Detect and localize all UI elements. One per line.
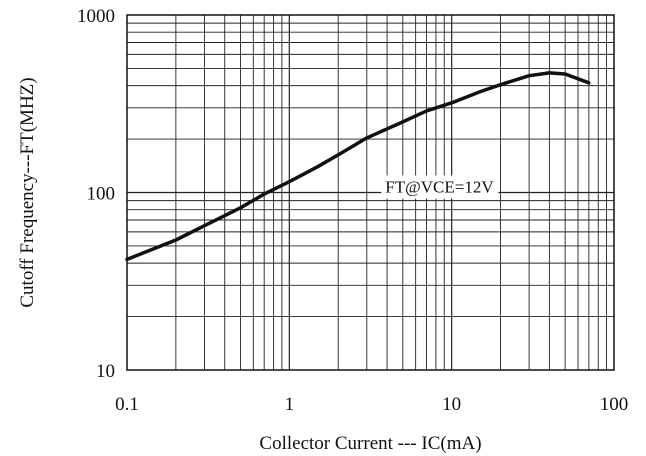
annotation-label: FT@VCE=12V [385,178,494,197]
series-line [125,71,591,262]
grid-lines [127,15,614,370]
x-tick-label: 10 [442,394,461,415]
y-axis-title: Cutoff Frequency---FT(MHZ) [17,77,38,307]
y-tick-label: 10 [96,361,115,382]
x-tick-label: 0.1 [115,394,139,415]
x-tick-label: 1 [285,394,295,415]
x-axis-title: Collector Current --- IC(mA) [259,433,481,454]
annotation-background [381,175,499,199]
x-tick-labels: 0.1 1 10 100 [115,394,628,415]
y-tick-labels: 10 100 1000 [77,6,115,382]
annotation: FT@VCE=12V [381,175,499,199]
y-tick-label: 100 [87,184,116,205]
y-tick-label: 1000 [77,6,115,27]
x-tick-label: 100 [600,394,629,415]
plot-frame [126,14,615,371]
